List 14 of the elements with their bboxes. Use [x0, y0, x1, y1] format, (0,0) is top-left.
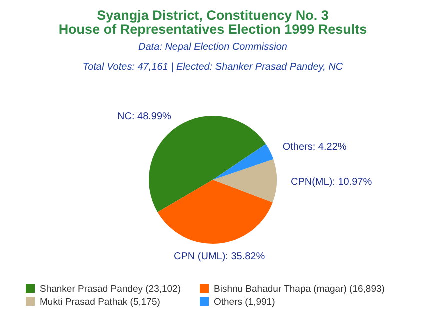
text: Total Votes: 47,161 | Elected: Shanker Prasad Pandey, NC: [82, 62, 344, 73]
legend-label: Bishnu Bahadur Thapa (magar) (16,893): [214, 284, 385, 295]
legend-label: Mukti Prasad Pathak (5,175): [40, 297, 160, 308]
data-label: CPN(ML): 10.97%: [290, 177, 372, 188]
chart-title: Syangja District, Constituency No. 3 House of Representatives Election 1999 Results: [58, 8, 368, 37]
chart-subtitle: Data: Nepal Election Commission: [138, 42, 288, 53]
pie-slice: [213, 144, 274, 180]
data-label: Others: 4.22%: [282, 142, 347, 154]
data-label: CPN (UML): 35.82%: [174, 252, 266, 263]
data-label: NC: 48.99%: [118, 112, 172, 123]
legend-label: Others (1,991): [214, 297, 276, 308]
pie-slice: [213, 159, 277, 203]
pie-slice: [158, 180, 273, 244]
legend-label: Shanker Prasad Pandey (23,102): [40, 284, 182, 295]
